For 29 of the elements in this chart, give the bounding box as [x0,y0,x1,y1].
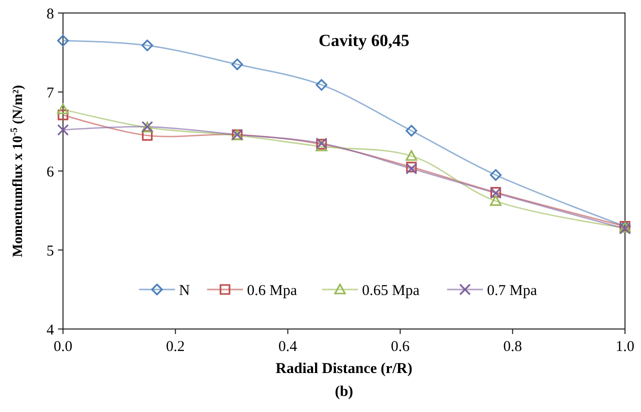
legend-label: N [179,282,190,299]
x-tick-label: 0.6 [390,339,410,355]
x-axis-title: Radial Distance (r/R) [276,361,412,377]
point [142,40,154,52]
point [58,110,68,120]
y-tick-label: 5 [46,243,54,260]
text: Cavity 60,45 [318,31,410,50]
y-tick-label: 8 [46,6,54,22]
point [57,124,69,136]
point [316,79,328,91]
legend-label: 0.7 Mpa [487,282,538,299]
y-tick-label: 6 [46,164,54,180]
legend-label: 0.6 Mpa [247,282,298,299]
x-tick-label: 0.4 [278,339,298,355]
text: (b) [334,384,354,400]
point [406,150,418,161]
point [57,34,69,46]
point [406,124,418,137]
x-tick-label: 0.8 [503,339,522,355]
point [57,104,69,114]
point [231,58,244,70]
point [490,195,502,206]
y-tick-label: 4 [46,322,54,338]
x-tick-label: 0.2 [166,339,185,355]
point [490,169,502,181]
y-tick-label: 7 [46,85,54,102]
legend-label: 0.65 Mpa [362,282,420,299]
x-tick-label: 0.0 [54,339,72,355]
x-tick-label: 1.0 [616,339,634,355]
